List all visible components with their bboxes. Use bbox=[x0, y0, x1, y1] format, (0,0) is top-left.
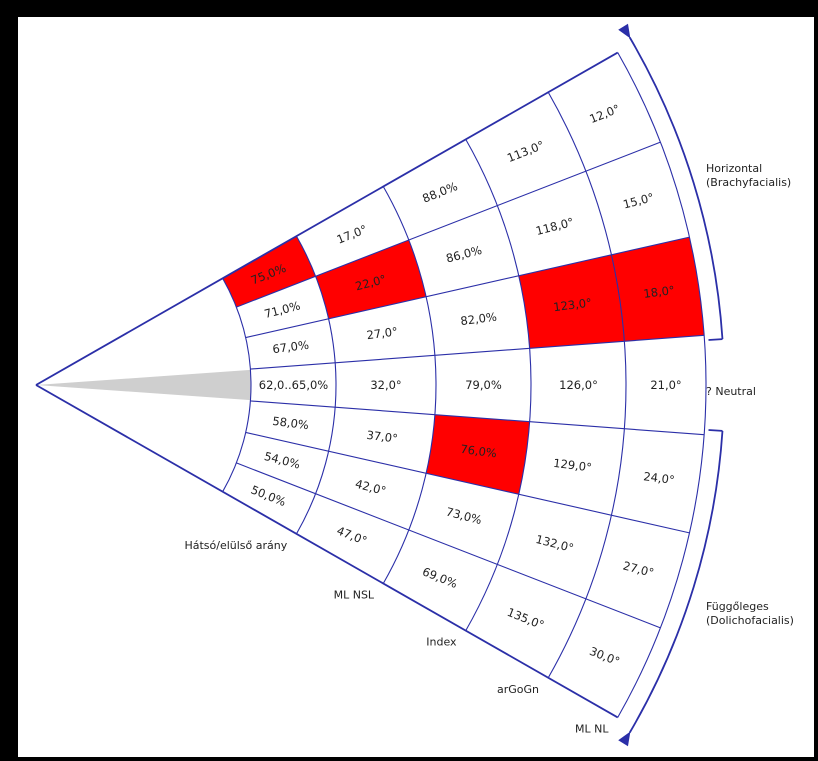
diagram-panel: 75,0% 17,0° 88,0% 113,0° 12,0° 71,0% 22,0° 86,0… bbox=[18, 17, 814, 757]
cell-value: 73,0% bbox=[445, 504, 484, 527]
cell-value: 24,0° bbox=[643, 469, 676, 487]
cell-value: 132,0° bbox=[534, 532, 575, 555]
cell-value: 32,0° bbox=[370, 378, 401, 392]
fan-cells bbox=[36, 236, 705, 495]
cell-value: 82,0% bbox=[460, 310, 498, 328]
cell-value: 135,0° bbox=[505, 605, 546, 632]
highlighted-cell bbox=[222, 236, 316, 308]
row-divider-line bbox=[236, 141, 661, 308]
column-divider-arc bbox=[295, 235, 337, 535]
neutral-wedge bbox=[36, 369, 252, 401]
cell-value: 88,0% bbox=[420, 179, 459, 206]
cell-value: 37,0° bbox=[366, 428, 399, 446]
row-divider-line bbox=[236, 462, 661, 629]
cell-value: 27,0° bbox=[366, 324, 399, 342]
cell-value: 54,0% bbox=[263, 449, 302, 472]
column-label: Index bbox=[426, 636, 457, 649]
row-divider-line bbox=[250, 334, 705, 370]
highlighted-cell bbox=[518, 254, 625, 349]
cell-value: 17,0° bbox=[335, 222, 369, 247]
column-divider-arc bbox=[465, 139, 532, 631]
horizontal-label-line1: Horizontal bbox=[706, 162, 762, 175]
direction-arrows bbox=[618, 23, 724, 747]
column-label: ML NSL bbox=[334, 589, 375, 602]
cell-value: 42,0° bbox=[354, 477, 388, 498]
highlighted-cell bbox=[426, 414, 530, 495]
horizontal-arrow-arrowhead bbox=[618, 23, 631, 39]
cell-value: 67,0% bbox=[272, 338, 310, 356]
cell-value: 69,0% bbox=[420, 564, 459, 591]
column-divider-arc bbox=[617, 52, 707, 718]
facial-type-fan-diagram: 75,0%17,0°88,0%113,0°12,0°71,0%22,0°86,0… bbox=[35, 23, 794, 747]
vertical-label-line2: (Dolichofacialis) bbox=[706, 614, 794, 627]
column-label: Hátsó/elülső arány bbox=[184, 539, 287, 552]
vertical-arrow-arrowhead bbox=[618, 731, 631, 747]
cell-value: 27,0° bbox=[622, 559, 656, 580]
highlighted-cell bbox=[611, 237, 705, 342]
cell-value: 113,0° bbox=[505, 138, 546, 165]
row-divider-line bbox=[245, 236, 690, 339]
column-divider-arc bbox=[382, 186, 437, 584]
cell-value: 47,0° bbox=[335, 523, 369, 548]
row-divider-line bbox=[245, 431, 690, 534]
fan-edge-line bbox=[35, 384, 619, 719]
cell-value: 62,0..65,0% bbox=[259, 378, 329, 392]
cell-value: 123,0° bbox=[552, 295, 592, 314]
cell-value: 76,0% bbox=[460, 442, 498, 460]
cell-value: 58,0% bbox=[272, 414, 310, 432]
column-label: arGoGn bbox=[497, 683, 539, 696]
cell-value: 15,0° bbox=[622, 190, 656, 211]
cell-value: 79,0% bbox=[465, 378, 502, 392]
column-divider-arc bbox=[222, 278, 252, 492]
horizontal-arrow-end-tick bbox=[708, 338, 723, 341]
vertical-label-line1: Függőleges bbox=[706, 600, 769, 613]
column-divider-arc bbox=[547, 91, 627, 679]
neutral-label: ? Neutral bbox=[706, 385, 756, 398]
cell-value: 118,0° bbox=[534, 215, 575, 238]
cell-value: 129,0° bbox=[552, 456, 592, 475]
row-divider-line bbox=[250, 400, 705, 436]
highlighted-cell bbox=[315, 240, 427, 319]
cell-value: 126,0° bbox=[559, 378, 598, 392]
cell-value: 30,0° bbox=[587, 644, 621, 669]
fan-cell-labels: 75,0%17,0°88,0%113,0°12,0°71,0%22,0°86,0… bbox=[249, 101, 682, 668]
horizontal-label-line2: (Brachyfacialis) bbox=[706, 176, 791, 189]
cell-value: 12,0° bbox=[587, 101, 621, 126]
column-labels: Hátsó/elülső arány ML NSL Index arGoGn ML NL bbox=[184, 539, 609, 736]
vertical-arrow-end-tick bbox=[708, 429, 723, 432]
cell-value: 50,0% bbox=[249, 483, 288, 510]
vertical-arrow-arc bbox=[628, 430, 724, 734]
fan-edge-line bbox=[35, 51, 619, 386]
cell-value: 71,0% bbox=[263, 298, 302, 321]
cell-value: 18,0° bbox=[643, 283, 676, 301]
column-label: ML NL bbox=[575, 722, 609, 735]
fan-grid-lines bbox=[35, 51, 707, 719]
cell-value: 86,0% bbox=[445, 243, 484, 266]
cell-value: 21,0° bbox=[650, 378, 681, 392]
horizontal-arrow-arc bbox=[628, 36, 724, 340]
